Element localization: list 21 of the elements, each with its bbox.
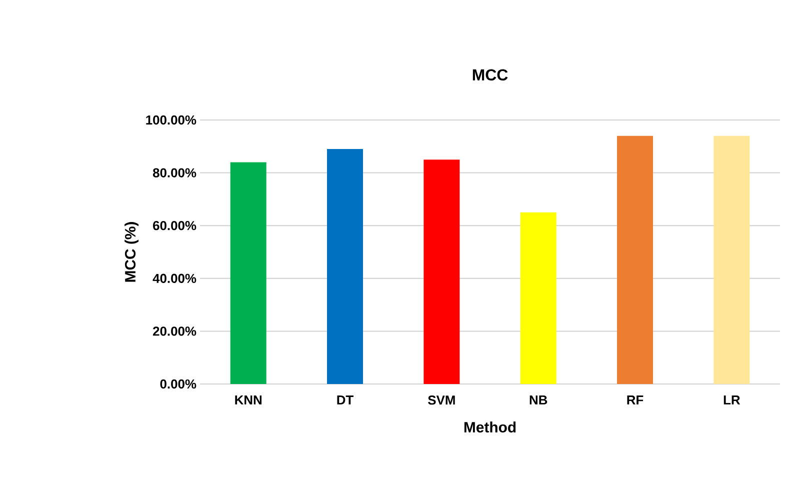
y-tick-label: 40.00% xyxy=(152,274,196,283)
bar xyxy=(714,136,750,384)
bar xyxy=(230,162,266,384)
x-axis-title: Method xyxy=(464,422,516,432)
y-axis-title: MCC (%) xyxy=(124,222,139,282)
x-tick-label: NB xyxy=(530,396,548,404)
bar xyxy=(617,136,654,384)
y-tick-label: 80.00% xyxy=(152,168,196,178)
chart-title: MCC xyxy=(472,69,508,80)
y-tick-label: 60.00% xyxy=(153,221,196,230)
x-tick-label: SVM xyxy=(428,396,455,405)
bar xyxy=(327,149,364,384)
x-tick-label: KNN xyxy=(235,396,262,404)
x-tick-label: DT xyxy=(337,396,354,404)
y-tick-label: 100.00% xyxy=(146,115,196,125)
x-tick-label: LR xyxy=(724,396,740,404)
x-tick-label: RF xyxy=(627,396,644,404)
y-tick-label: 20.00% xyxy=(153,326,196,336)
bar xyxy=(424,160,460,384)
y-tick-label: 0.00% xyxy=(160,379,196,389)
bar xyxy=(520,212,556,384)
